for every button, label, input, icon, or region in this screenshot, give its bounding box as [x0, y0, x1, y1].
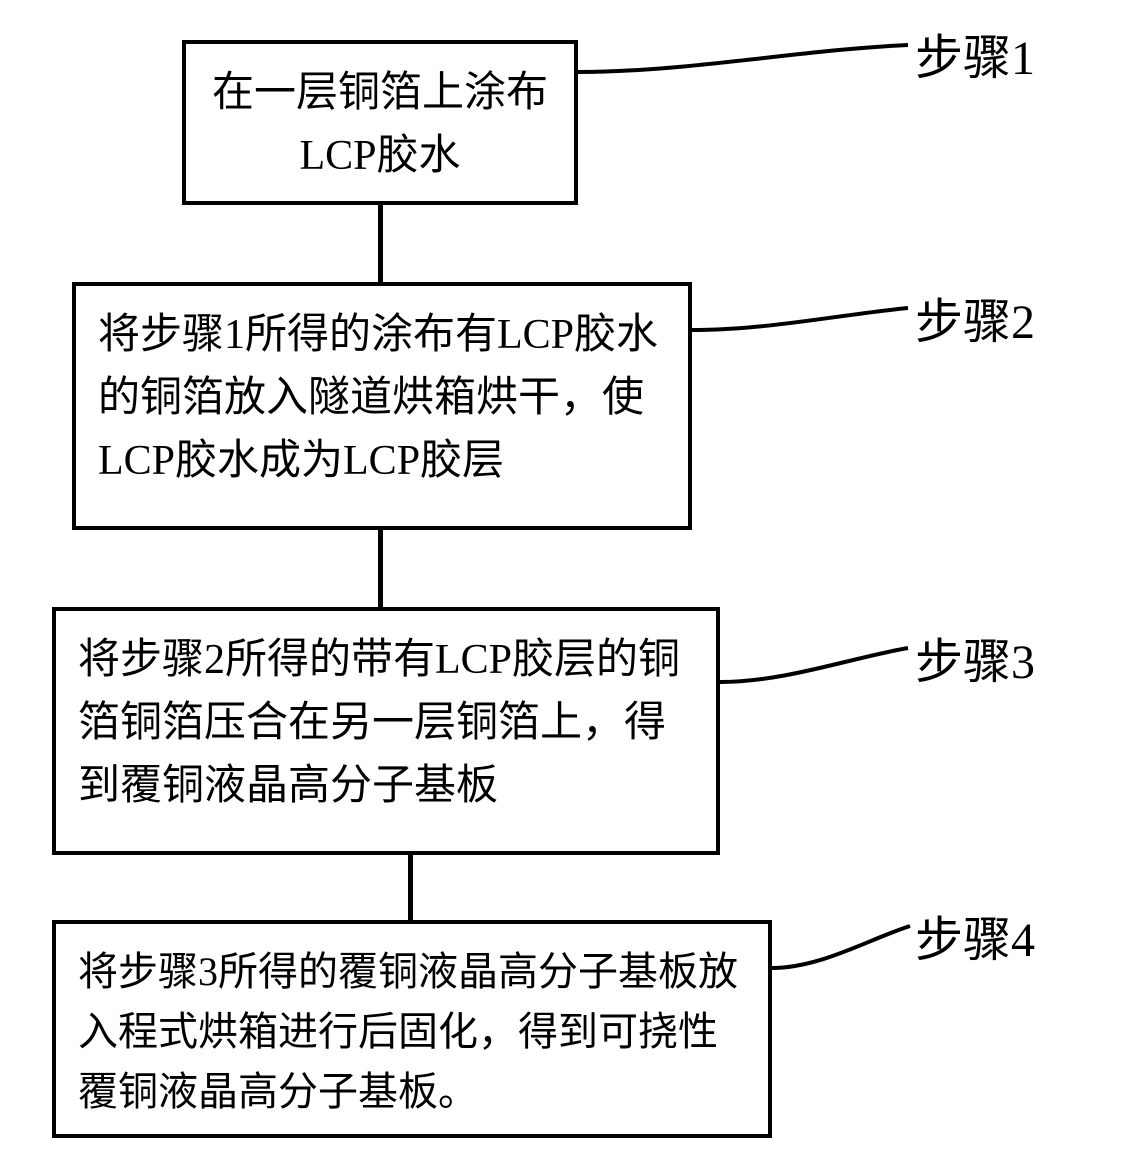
step-4-label: 步骤4	[915, 900, 1035, 970]
step-2-text: 将步骤1所得的涂布有LCP胶水的铜箔放入隧道烘箱烘干，使LCP胶水成为LCP胶层	[98, 304, 666, 493]
step-1-leader	[578, 40, 913, 85]
connector-3-4	[408, 855, 413, 920]
step-3-leader	[720, 640, 915, 695]
flowchart-container: 在一层铜箔上涂布LCP胶水 步骤1 将步骤1所得的涂布有LCP胶水的铜箔放入隧道…	[0, 0, 1139, 1165]
step-2-box: 将步骤1所得的涂布有LCP胶水的铜箔放入隧道烘箱烘干，使LCP胶水成为LCP胶层	[72, 282, 692, 530]
step-1-text: 在一层铜箔上涂布LCP胶水	[208, 62, 552, 188]
step-4-text: 将步骤3所得的覆铜液晶高分子基板放入程式烘箱进行后固化，得到可挠性覆铜液晶高分子…	[78, 942, 746, 1122]
step-2-leader	[692, 300, 912, 345]
step-4-box: 将步骤3所得的覆铜液晶高分子基板放入程式烘箱进行后固化，得到可挠性覆铜液晶高分子…	[52, 920, 772, 1138]
step-3-label: 步骤3	[915, 622, 1035, 692]
step-4-leader	[772, 918, 917, 978]
connector-2-3	[378, 530, 383, 607]
step-3-text: 将步骤2所得的带有LCP胶层的铜箔铜箔压合在另一层铜箔上，得到覆铜液晶高分子基板	[78, 629, 694, 818]
connector-1-2	[378, 205, 383, 282]
step-1-label: 步骤1	[915, 18, 1035, 88]
step-1-box: 在一层铜箔上涂布LCP胶水	[182, 40, 578, 205]
step-2-label: 步骤2	[915, 282, 1035, 352]
step-3-box: 将步骤2所得的带有LCP胶层的铜箔铜箔压合在另一层铜箔上，得到覆铜液晶高分子基板	[52, 607, 720, 855]
